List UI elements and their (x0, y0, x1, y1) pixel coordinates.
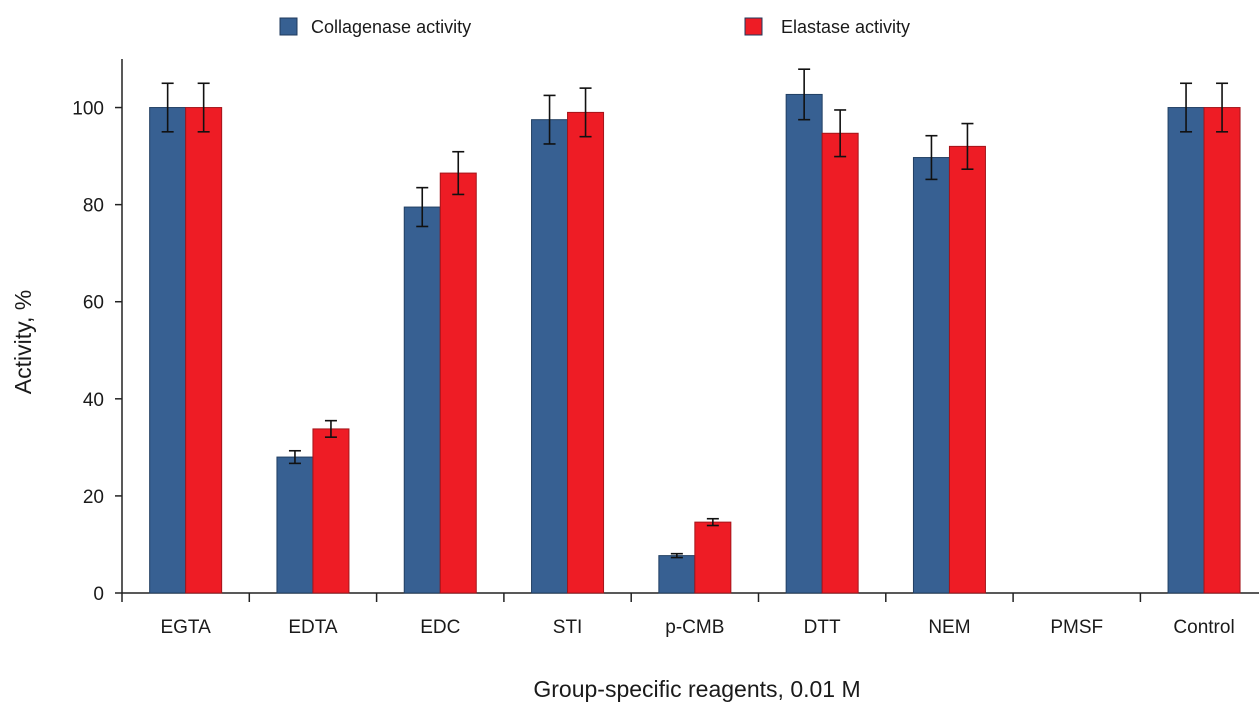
bar-collagenase-8 (1167, 107, 1205, 594)
y-axis-label: Activity, % (10, 290, 36, 394)
legend-label-elastase: Elastase activity (781, 17, 910, 37)
legend-swatch-elastase (744, 17, 763, 36)
x-tick-label-4: p-CMB (665, 617, 724, 638)
bar-collagenase-2 (403, 206, 441, 594)
bar-elastase-2 (439, 172, 477, 594)
x-tick-label-6: NEM (928, 617, 970, 638)
x-tick-label-0: EGTA (160, 617, 211, 638)
x-axis-label: Group-specific reagents, 0.01 M (533, 676, 860, 702)
y-tick-label-2: 40 (83, 390, 104, 411)
y-tick-label-1: 20 (83, 487, 104, 508)
y-tick-label-0: 0 (93, 584, 104, 605)
legend: Collagenase activity Elastase activity (279, 17, 910, 37)
bar-elastase-8 (1203, 107, 1241, 594)
bar-collagenase-0 (149, 107, 187, 594)
bar-elastase-3 (567, 111, 605, 594)
bar-elastase-6 (948, 145, 986, 594)
x-tick-label-3: STI (553, 617, 583, 638)
x-tick-label-1: EDTA (288, 617, 338, 638)
x-tick-label-2: EDC (420, 617, 460, 638)
bar-collagenase-5 (785, 93, 823, 594)
bar-elastase-1 (312, 428, 350, 594)
y-tick-label-3: 60 (83, 293, 104, 314)
y-tick-label-5: 100 (72, 99, 104, 120)
legend-label-collagenase: Collagenase activity (311, 17, 471, 37)
y-tick-label-4: 80 (83, 196, 104, 217)
bar-collagenase-4 (658, 555, 696, 594)
x-tick-label-8: Control (1173, 617, 1234, 638)
bar-collagenase-3 (531, 119, 569, 594)
x-tick-label-7: PMSF (1050, 617, 1103, 638)
bar-elastase-0 (185, 107, 223, 594)
bar-elastase-5 (821, 132, 859, 594)
x-tick-label-5: DTT (804, 617, 841, 638)
legend-swatch-collagenase (279, 17, 298, 36)
bar-elastase-4 (694, 521, 732, 594)
bar-collagenase-6 (912, 157, 950, 594)
bar-collagenase-1 (276, 456, 314, 594)
plot-area: 0 20 40 60 80 100 EGTA EDTA EDC STI p-CMB DTT NEM PMS… (72, 59, 1259, 638)
